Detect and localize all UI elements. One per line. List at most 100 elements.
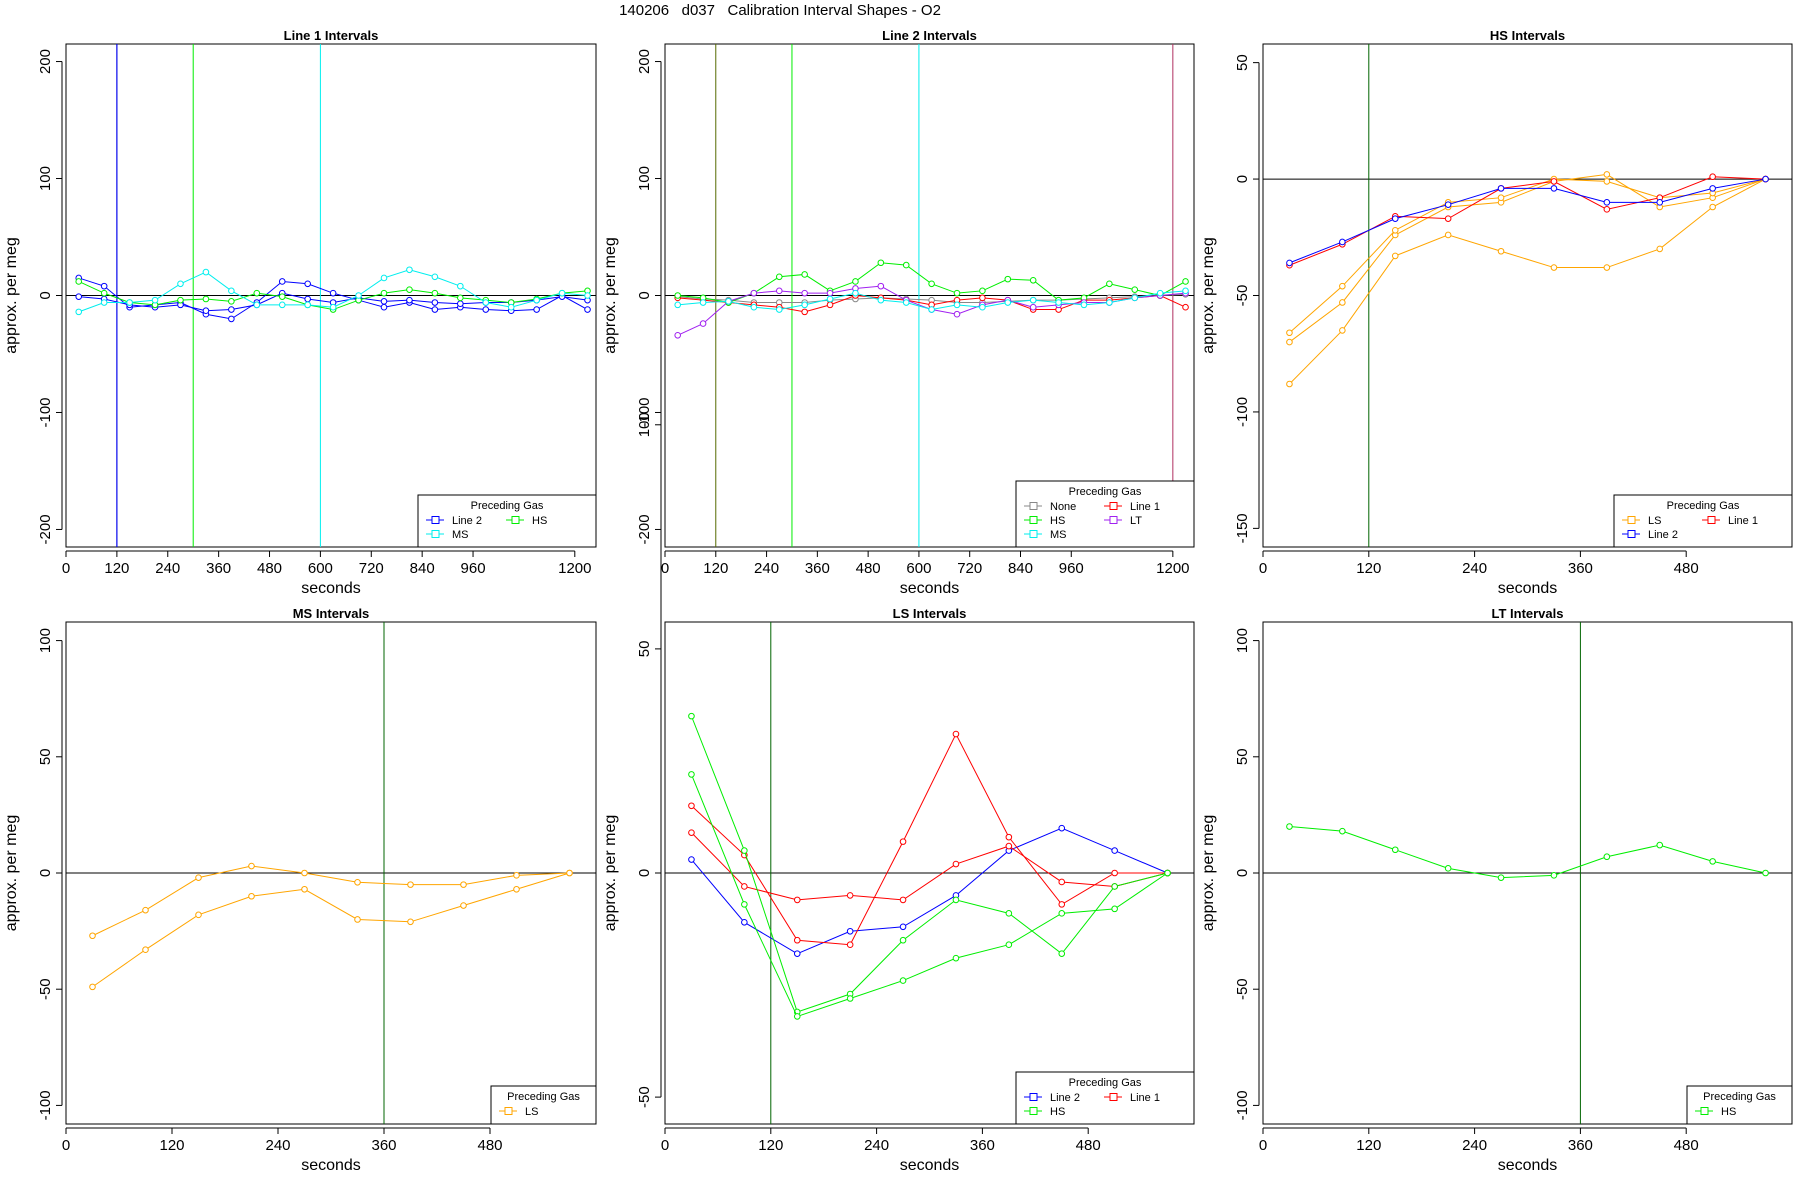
y-tick-label: 50 [1234,54,1251,71]
data-point [380,303,388,311]
panel-4: MS Intervals 0 120 240 360 480 seconds -100 -50 0… [3,606,597,1174]
data-point [1005,842,1013,850]
x-tick-label: 360 [1568,1137,1593,1154]
data-point [75,278,83,285]
series-ls [89,869,573,991]
data-point [482,306,490,313]
data-point [1286,338,1293,346]
data-point [1029,303,1037,311]
data-point [355,292,362,299]
data-point [75,293,83,300]
x-tick-label: 360 [1568,560,1593,577]
panel-title: LT Intervals [1491,606,1563,621]
legend-swatch [511,516,520,524]
data-point [431,299,439,306]
legend-entry: HS [1050,1106,1065,1118]
series-line [92,865,570,937]
legend-swatch [1029,530,1038,538]
panel-3: HS Intervals 0 120 240 360 480 seconds -150 -100… [1200,28,1793,597]
y-tick-label: -200 [636,514,653,544]
legend-box [1686,1085,1793,1125]
data-point [1055,299,1062,306]
data-point [741,883,748,890]
panel-title: Line 1 Intervals [284,28,379,43]
data-point [1058,910,1066,917]
data-point [75,308,83,316]
data-point [1550,185,1558,192]
x-tick-label: 840 [1008,560,1033,577]
legend-swatch [431,516,440,524]
y-tick-label: -100 [1234,397,1251,427]
data-point [100,289,108,297]
series-ls [89,862,573,940]
data-point [407,881,414,888]
data-point [380,289,388,297]
series-line [92,872,570,988]
y-tick-label: 100 [636,412,653,437]
data-point [1497,247,1505,255]
data-point [1603,199,1611,206]
y-axis-label: approx. per meg [602,237,619,354]
data-point [826,289,834,297]
x-tick-label: 240 [1462,1137,1487,1154]
series-line [690,774,1168,1018]
series-line-1 [688,829,1171,904]
data-point [1111,847,1118,854]
y-tick-label: 50 [636,641,653,658]
legend-entry: MS [452,529,469,541]
data-point [1182,278,1189,285]
data-point [1058,901,1066,908]
legend-swatch [1700,1107,1709,1115]
x-axis-label: seconds [301,1157,361,1174]
x-tick-label: 720 [359,560,384,577]
x-tick-label: 360 [970,1137,995,1154]
data-point [928,280,935,288]
data-point [1106,280,1113,288]
y-tick-label: -100 [636,397,653,427]
data-point [1029,296,1037,304]
data-point [846,927,854,935]
legend: Preceding Gas Line 2 HS MS [417,494,597,548]
y-tick-label: 200 [636,49,653,74]
y-tick-label: 100 [37,166,54,191]
data-point [457,282,464,290]
data-point [1339,282,1346,290]
data-point [688,856,695,863]
data-point [558,289,566,297]
x-tick-label: 0 [62,1137,70,1154]
x-tick-label: 240 [864,1137,889,1154]
legend-swatch [1029,502,1038,510]
data-point [899,977,907,984]
data-point [1156,289,1164,297]
x-tick-label: 240 [265,1137,290,1154]
data-point [228,298,235,305]
data-point [100,299,108,306]
legend-entry: HS [1721,1106,1736,1118]
data-point [248,862,255,870]
x-tick-label: 120 [758,1137,783,1154]
legend-entry: LS [525,1106,538,1118]
legend-entry: HS [532,515,547,527]
legend-title: Preceding Gas [471,500,544,512]
data-point [750,289,758,297]
data-point [1603,853,1611,861]
data-point [407,918,414,926]
data-point [793,950,801,957]
legend-swatch [1627,516,1636,524]
data-point [877,259,885,267]
x-tick-label: 0 [1259,1137,1267,1154]
data-point [1005,833,1013,841]
series-line [1289,178,1766,385]
x-tick-label: 600 [906,560,931,577]
y-tick-label: 0 [636,869,653,877]
data-point [1391,846,1399,854]
data-point [431,306,439,313]
data-point [1656,199,1664,206]
data-point [1286,259,1293,267]
data-point [1058,878,1066,886]
data-point [1550,872,1558,879]
legend: Preceding Gas LS [490,1085,597,1125]
legend-title: Preceding Gas [1069,486,1142,498]
data-point [899,923,907,931]
legend-swatch [504,1107,513,1115]
